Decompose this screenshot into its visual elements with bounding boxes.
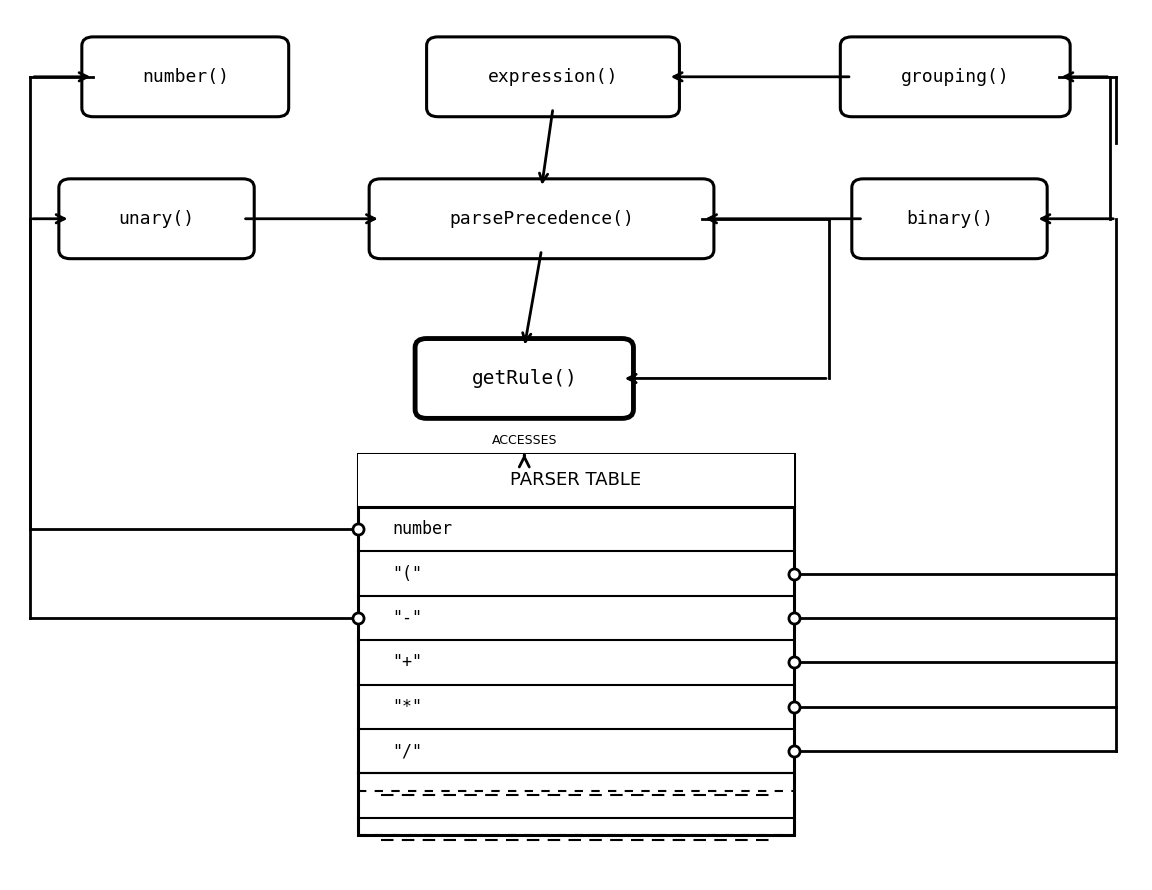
Text: "*": "*"	[392, 698, 422, 716]
FancyBboxPatch shape	[415, 338, 634, 418]
Text: ACCESSES: ACCESSES	[492, 434, 558, 447]
Text: getRule(): getRule()	[471, 369, 577, 388]
FancyBboxPatch shape	[840, 36, 1070, 117]
FancyBboxPatch shape	[426, 36, 680, 117]
Text: expression(): expression()	[487, 68, 619, 85]
Text: "-": "-"	[392, 609, 422, 627]
Text: number: number	[392, 521, 452, 538]
Text: "/": "/"	[392, 742, 422, 760]
Text: PARSER TABLE: PARSER TABLE	[510, 472, 642, 490]
Text: "(": "("	[392, 564, 422, 583]
Text: "+": "+"	[392, 653, 422, 671]
Text: grouping(): grouping()	[901, 68, 1009, 85]
Bar	[357, 454, 795, 836]
Text: unary(): unary()	[119, 210, 195, 228]
Bar	[357, 454, 795, 507]
Text: binary(): binary()	[905, 210, 993, 228]
FancyBboxPatch shape	[59, 179, 255, 259]
FancyBboxPatch shape	[82, 36, 289, 117]
FancyBboxPatch shape	[369, 179, 714, 259]
Text: number(): number()	[142, 68, 229, 85]
Text: parsePrecedence(): parsePrecedence()	[449, 210, 634, 228]
FancyBboxPatch shape	[851, 179, 1047, 259]
